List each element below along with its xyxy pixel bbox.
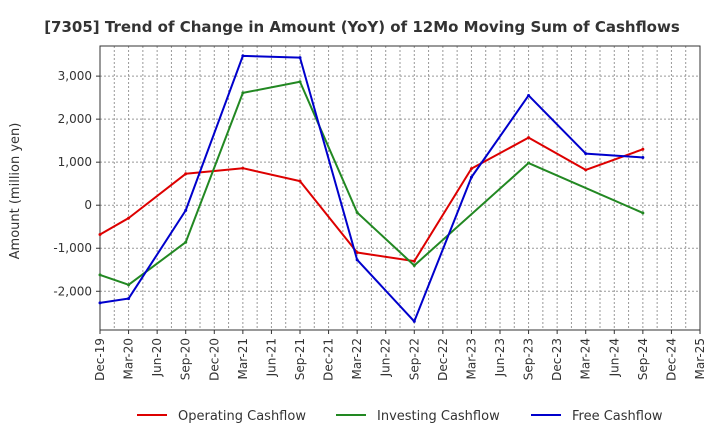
y-tick-label: 2,000	[58, 112, 92, 126]
data-point	[469, 175, 473, 179]
data-point	[355, 258, 359, 262]
x-tick-label: Jun-23	[493, 338, 507, 377]
legend: Operating Cashflow Investing Cashflow Free…	[137, 409, 663, 424]
x-tick-label: Dec-19	[93, 338, 107, 381]
data-point	[584, 168, 588, 172]
legend-item-investing-cashflow: Investing Cashflow	[336, 409, 500, 424]
grid	[99, 46, 701, 330]
data-point	[584, 152, 588, 156]
data-point	[184, 240, 188, 244]
data-point	[412, 263, 416, 267]
x-axis: Dec-19 Mar-20 Jun-20 Sep-20 Dec-20 Mar-21 Jun-…	[93, 330, 707, 381]
data-point	[355, 211, 359, 215]
y-tick-label: 0	[84, 198, 92, 212]
legend-label: Free Cashflow	[572, 409, 663, 424]
x-tick-label: Dec-23	[550, 338, 564, 381]
data-point	[127, 216, 131, 220]
plot-area	[99, 45, 701, 331]
data-point	[412, 259, 416, 263]
data-point	[355, 251, 359, 255]
data-point	[641, 155, 645, 159]
x-tick-label: Jun-20	[150, 338, 164, 377]
x-tick-label: Sep-22	[407, 338, 421, 380]
x-tick-label: Jun-22	[379, 338, 393, 377]
y-tick-label: -1,000	[53, 241, 92, 255]
x-tick-label: Dec-22	[436, 338, 450, 381]
data-point	[641, 211, 645, 215]
x-tick-label: Dec-20	[207, 338, 221, 381]
chart-title: [7305] Trend of Change in Amount (YoY) o…	[44, 18, 680, 36]
data-point	[641, 147, 645, 151]
data-point	[298, 80, 302, 84]
data-point	[184, 208, 188, 212]
x-tick-label: Sep-24	[636, 338, 650, 380]
data-point	[98, 273, 102, 277]
y-axis-title: Amount (million yen)	[8, 123, 23, 260]
series-layer	[98, 54, 645, 323]
data-point	[527, 161, 531, 165]
y-axis: 3,000 2,000 1,000 0 -1,000 -2,000	[53, 69, 100, 298]
data-point	[98, 301, 102, 305]
x-tick-label: Jun-24	[607, 338, 621, 377]
y-tick-label: 3,000	[58, 69, 92, 83]
legend-label: Investing Cashflow	[377, 409, 500, 424]
data-point	[469, 167, 473, 171]
data-point	[241, 166, 245, 170]
x-tick-label: Mar-24	[579, 338, 593, 379]
legend-item-operating-cashflow: Operating Cashflow	[137, 409, 306, 424]
x-tick-label: Mar-25	[693, 338, 707, 379]
data-point	[241, 91, 245, 95]
legend-label: Operating Cashflow	[178, 409, 306, 424]
x-tick-label: Dec-24	[664, 338, 678, 381]
data-point	[527, 136, 531, 140]
data-point	[412, 319, 416, 323]
x-tick-label: Mar-21	[236, 338, 250, 379]
x-tick-label: Sep-20	[179, 338, 193, 380]
data-point	[241, 54, 245, 58]
data-point	[127, 297, 131, 301]
x-tick-label: Jun-21	[264, 338, 278, 377]
x-tick-label: Sep-21	[293, 338, 307, 380]
data-point	[184, 172, 188, 176]
data-point	[127, 283, 131, 287]
y-tick-label: 1,000	[58, 155, 92, 169]
x-tick-label: Mar-22	[350, 338, 364, 379]
data-point	[527, 93, 531, 97]
data-point	[98, 232, 102, 236]
x-tick-label: Sep-23	[522, 338, 536, 380]
legend-item-free-cashflow: Free Cashflow	[531, 409, 663, 424]
x-tick-label: Mar-20	[122, 338, 136, 379]
data-point	[298, 179, 302, 183]
data-point	[298, 56, 302, 60]
y-tick-label: -2,000	[53, 284, 92, 298]
x-tick-label: Mar-23	[464, 338, 478, 379]
x-tick-label: Dec-21	[322, 338, 336, 381]
